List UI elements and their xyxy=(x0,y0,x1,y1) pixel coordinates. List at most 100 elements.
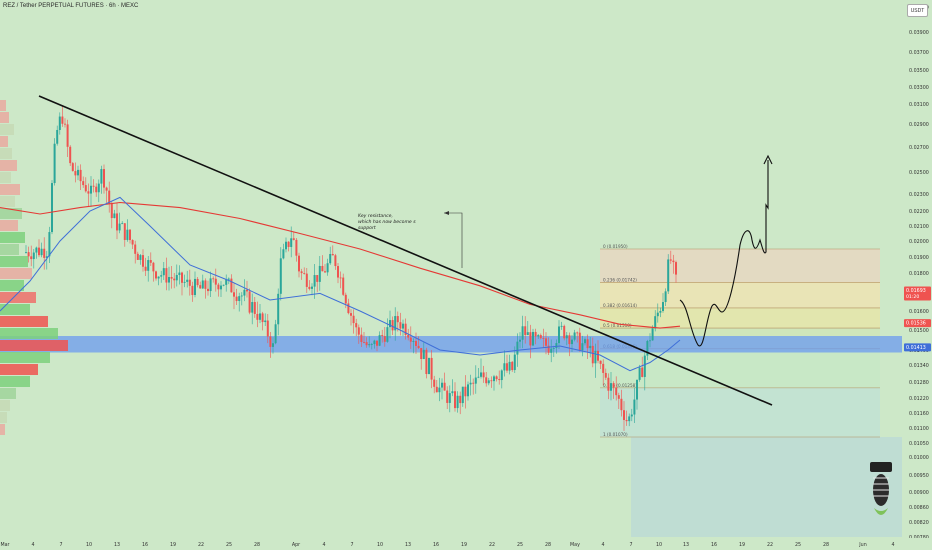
candle-body xyxy=(144,266,147,271)
candle-body xyxy=(261,313,264,323)
candle-body xyxy=(485,377,488,384)
candle-body xyxy=(651,328,654,341)
currency-button[interactable]: USDT xyxy=(907,4,928,17)
candle-body xyxy=(308,286,311,289)
x-axis-tick-label: 28 xyxy=(823,542,829,548)
candle-body xyxy=(568,335,571,345)
candle-body xyxy=(649,340,651,342)
candle-body xyxy=(487,380,490,384)
y-axis-tick-label: 0.01280 xyxy=(909,380,929,386)
candle-body xyxy=(183,281,186,283)
y-axis-tick-label: 0.03100 xyxy=(909,102,929,108)
x-axis-tick-label: 13 xyxy=(114,542,120,548)
candle-body xyxy=(227,278,230,280)
candle-body xyxy=(493,376,495,382)
y-axis-tick-label: 0.00900 xyxy=(909,490,929,496)
candle-body xyxy=(565,335,568,339)
volume-profile-bar xyxy=(0,232,25,243)
candle-body xyxy=(552,348,555,349)
candle-body xyxy=(204,280,207,289)
candle-body xyxy=(352,315,355,324)
x-axis-tick-label: Apr xyxy=(292,542,300,548)
candle-body xyxy=(422,349,425,360)
candle-body xyxy=(547,345,550,353)
x-axis-tick-label: 7 xyxy=(629,542,632,548)
candle-body xyxy=(636,379,638,400)
candle-body xyxy=(610,383,612,391)
volume-profile-bar xyxy=(0,124,14,135)
candle-body xyxy=(469,382,472,385)
x-axis-tick-label: 22 xyxy=(489,542,495,548)
candle-body xyxy=(628,416,631,422)
candle-body xyxy=(563,325,566,339)
candle-body xyxy=(513,354,516,371)
candle-body xyxy=(368,344,371,346)
moving-average-blue xyxy=(0,196,681,372)
volume-profile-bar xyxy=(0,196,15,207)
candle-body xyxy=(482,372,485,378)
candle-body xyxy=(264,320,267,323)
annotation-arrowhead xyxy=(444,211,449,215)
candle-body xyxy=(181,272,183,283)
volume-profile-bar xyxy=(0,280,24,291)
resistance-trendline xyxy=(38,95,773,406)
candle-body xyxy=(433,379,436,387)
candle-body xyxy=(168,277,170,283)
candle-body xyxy=(480,372,482,377)
candle-body xyxy=(503,363,506,371)
volume-profile-bar xyxy=(0,352,50,363)
candle-body xyxy=(558,326,560,344)
candle-body xyxy=(292,238,295,240)
projection-arrowhead xyxy=(763,154,773,165)
fib-level-label: 0.382 (0.01614) xyxy=(603,303,637,308)
candle-body xyxy=(623,410,625,420)
candle-body xyxy=(56,129,59,144)
candle-body xyxy=(282,249,285,259)
candle-body xyxy=(659,310,662,313)
candle-body xyxy=(420,348,423,360)
volume-profile-bar xyxy=(0,340,68,351)
candle-body xyxy=(589,345,592,349)
candle-body xyxy=(121,223,124,225)
candle-body xyxy=(35,247,38,253)
candle-body xyxy=(64,123,66,125)
candle-body xyxy=(269,336,272,347)
candle-body xyxy=(100,169,103,184)
candle-body xyxy=(376,340,378,346)
candle-body xyxy=(545,338,547,346)
candle-body xyxy=(498,379,501,381)
candle-body xyxy=(191,285,194,295)
y-axis-tick-label: 0.01220 xyxy=(909,396,929,402)
y-axis-tick-label: 0.02500 xyxy=(909,170,929,176)
candle-body xyxy=(448,393,451,403)
candle-body xyxy=(607,377,610,391)
x-axis-tick-label: 19 xyxy=(170,542,176,548)
candle-body xyxy=(612,383,615,388)
candle-body xyxy=(435,386,438,393)
candle-body xyxy=(134,244,137,254)
candle-body xyxy=(529,332,532,346)
moving-average-red xyxy=(0,201,681,329)
candle-body xyxy=(38,247,40,256)
candle-body xyxy=(303,273,306,274)
volume-profile-bar xyxy=(0,268,32,279)
candle-body xyxy=(438,387,441,393)
candle-body xyxy=(186,279,189,282)
fib-zone xyxy=(600,307,880,329)
candle-body xyxy=(27,252,30,257)
candle-body xyxy=(394,316,397,331)
fib-level-label: 1 (0.01070) xyxy=(603,432,628,437)
candle-body xyxy=(334,255,337,267)
candle-body xyxy=(318,265,321,282)
x-axis-tick-label: 25 xyxy=(226,542,232,548)
candle-body xyxy=(95,186,98,193)
price-label-value: 0.01413 xyxy=(906,345,926,351)
candle-body xyxy=(45,256,48,258)
x-axis-tick-label: Jun xyxy=(858,542,867,548)
candle-body xyxy=(521,326,524,340)
candle-body xyxy=(656,312,659,317)
y-axis-tick-label: 0.01900 xyxy=(909,255,929,261)
y-axis-tick-label: 0.01600 xyxy=(909,309,929,315)
